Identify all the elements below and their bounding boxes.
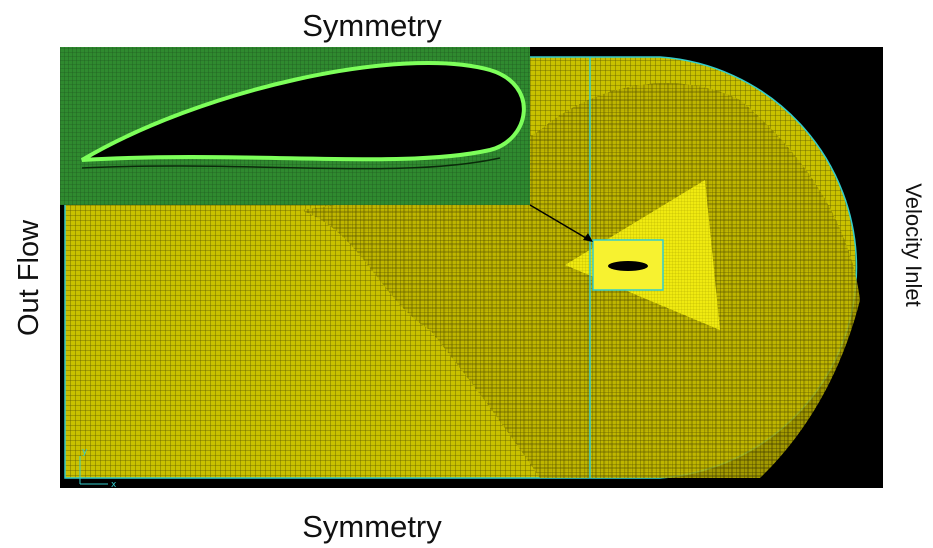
page: y x Symmetry Symmetry Out Flow Velocity … bbox=[0, 0, 933, 548]
axis-y-label: y bbox=[82, 447, 88, 457]
airfoil-small bbox=[608, 261, 648, 271]
right-label: Velocity Inlet bbox=[901, 183, 926, 307]
left-label: Out Flow bbox=[13, 219, 45, 336]
axis-x-label: x bbox=[111, 480, 117, 490]
top-label: Symmetry bbox=[302, 8, 442, 43]
bottom-label: Symmetry bbox=[302, 509, 442, 544]
mesh-diagram: y x Symmetry Symmetry Out Flow Velocity … bbox=[0, 0, 933, 548]
